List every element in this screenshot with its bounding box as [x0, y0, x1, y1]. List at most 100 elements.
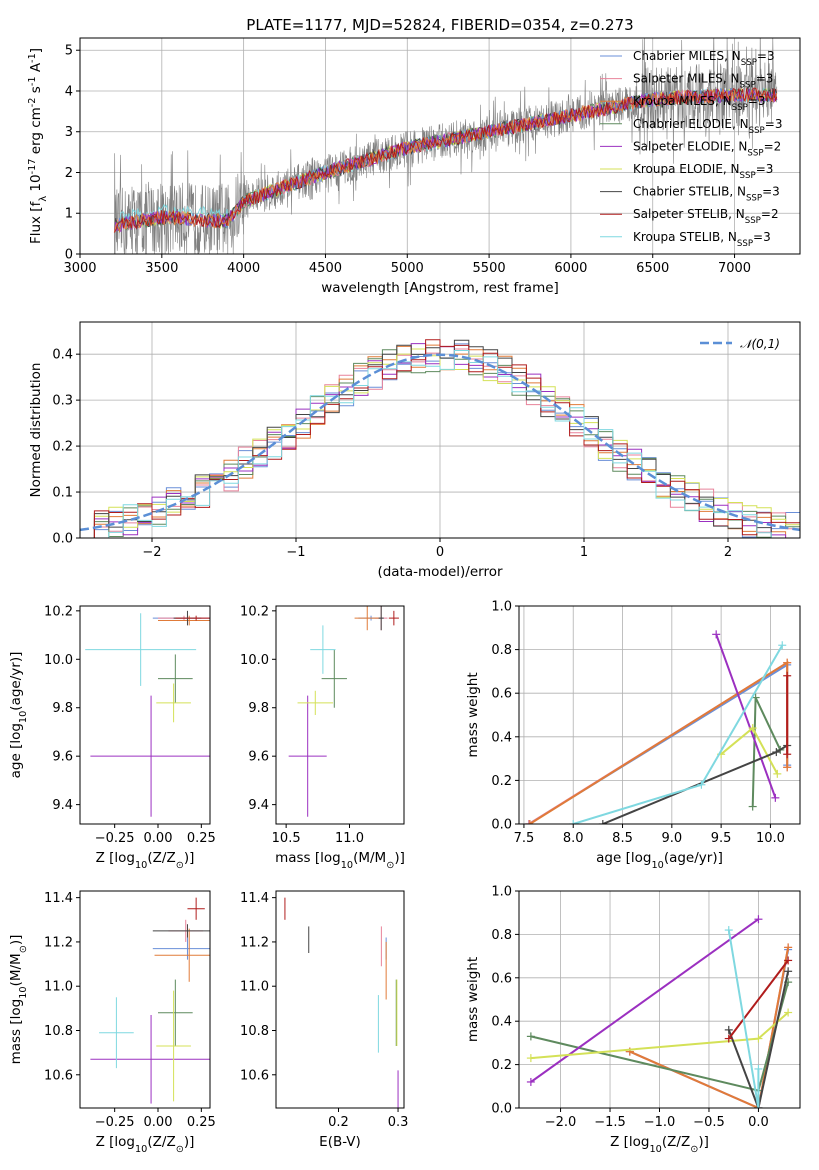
- weight-marker: [783, 658, 792, 667]
- weight-marker: [754, 915, 763, 924]
- y-tick-label: 4: [65, 84, 73, 99]
- weight-marker: [748, 802, 757, 811]
- panel-weight_vs_age: 7.5 8.0 8.5 9.0 9.5 10.0 0.0 0.2 0.4 0.6 0.8 1.0 age…: [465, 600, 801, 871]
- y-tick-label: 10.0: [44, 653, 73, 668]
- y-tick-label: 0.0: [491, 818, 512, 833]
- x-tick-label: 9.0: [661, 831, 682, 846]
- y-tick-label: 9.6: [248, 750, 269, 765]
- legend: Chabrier MILES, NSSP=3 Salpeter MILES, NS…: [600, 49, 782, 249]
- y-tick-label: 0.8: [491, 643, 512, 658]
- error-bar-point: [388, 610, 399, 626]
- weight-marker: [783, 750, 792, 759]
- axes-frame: [79, 605, 211, 825]
- gaussian-curve: [80, 353, 800, 532]
- plot-area: [85, 610, 210, 817]
- x-axis-label: mass [log10(M/M⊙)]: [275, 850, 405, 871]
- legend-label: 𝒩(0,1): [740, 337, 780, 351]
- error-bar-point: [288, 695, 327, 817]
- plot-area: [80, 339, 800, 538]
- y-tick-label: 0.4: [491, 1015, 512, 1030]
- x-axis-label: (data-model)/error: [377, 564, 503, 580]
- x-tick-label: 6000: [554, 261, 587, 276]
- y-tick-label: 0.2: [491, 774, 512, 789]
- residual-histogram-8: [80, 350, 800, 538]
- legend-label: Kroupa ELODIE, NSSP=3: [633, 162, 773, 181]
- x-tick-label: 5000: [391, 261, 424, 276]
- plot-area: [526, 915, 793, 1108]
- x-tick-label: 6500: [636, 261, 669, 276]
- x-axis-label: age [log10(age/yr)]: [596, 850, 723, 871]
- x-axis-label: E(B-V): [319, 1134, 361, 1150]
- panel-weight_vs_z: −2.0 −1.5 −1.0 −0.5 0.0 0.0 0.2 0.4 0.6 0.8 1.0 Z […: [465, 885, 801, 1155]
- weight-line-8: [572, 644, 784, 824]
- legend-label: Kroupa STELIB, NSSP=3: [633, 230, 771, 249]
- y-tick-label: 10.2: [44, 604, 73, 619]
- error-bar-point: [154, 928, 210, 982]
- chart-title: PLATE=1177, MJD=52824, FIBERID=0354, z=0…: [246, 16, 633, 34]
- error-bar-point: [310, 625, 336, 674]
- weight-marker: [569, 820, 578, 824]
- y-tick-label: 10.0: [240, 653, 269, 668]
- axes-frame: [518, 605, 801, 825]
- x-tick-label: 0: [436, 545, 444, 560]
- weight-marker: [724, 926, 733, 935]
- weight-line-8: [727, 929, 760, 1108]
- y-tick-label: 10.2: [240, 604, 269, 619]
- y-tick-label: 1: [65, 207, 73, 222]
- y-axis-label: mass [log10(M/M⊙)]: [8, 935, 29, 1065]
- x-tick-label: 0.00: [144, 1115, 173, 1130]
- weight-marker: [525, 820, 534, 824]
- weight-marker: [784, 1008, 793, 1017]
- x-tick-label: 7.5: [514, 831, 535, 846]
- panel-age_vs_mass: 10.5 11.0 9.4 9.6 9.8 10.0 10.2 mass [log10(M/M…: [240, 604, 405, 870]
- error-bar-point: [90, 1015, 210, 1104]
- x-tick-label: 3500: [145, 261, 178, 276]
- y-tick-label: 1.0: [491, 600, 512, 615]
- panel-mass_vs_ebv: 0.2 0.3 10.6 10.8 11.0 11.2 11.4 E(B-V): [240, 890, 408, 1150]
- y-tick-label: 0.8: [491, 928, 512, 943]
- plot-area: [113, 38, 778, 254]
- weight-marker: [697, 780, 706, 789]
- x-tick-label: 0.00: [144, 831, 173, 846]
- x-tick-label: −0.5: [693, 1115, 725, 1130]
- panel-age_vs_z: −0.25 0.00 0.25 9.4 9.6 9.8 10.0 10.2 Z [log10(Z…: [8, 604, 216, 870]
- weight-line-6: [727, 971, 790, 1108]
- weight-marker: [724, 1025, 733, 1034]
- x-tick-label: 8.0: [563, 831, 584, 846]
- x-tick-label: −2: [142, 545, 161, 560]
- error-bar-point: [354, 606, 380, 631]
- x-tick-label: −0.25: [95, 1115, 135, 1130]
- weight-marker: [771, 793, 780, 802]
- y-axis-label: mass weight: [465, 672, 481, 757]
- weight-marker: [784, 956, 793, 965]
- legend-label: Chabrier STELIB, NSSP=3: [633, 185, 780, 204]
- panel-spectrum: 3000 3500 4000 4500 5000 5500 6000 6500 7000 0 1 2 3…: [27, 16, 801, 296]
- model-line-4: [113, 87, 778, 233]
- y-tick-label: 9.8: [52, 701, 73, 716]
- y-tick-label: 11.0: [44, 980, 73, 995]
- x-tick-label: 7000: [718, 261, 751, 276]
- observed-spectrum: [114, 38, 778, 254]
- y-tick-label: 11.2: [44, 935, 73, 950]
- y-tick-label: 0: [65, 248, 73, 263]
- weight-marker: [524, 820, 533, 824]
- x-tick-label: −2.0: [545, 1115, 577, 1130]
- error-bar-point: [378, 606, 384, 631]
- plot-area: [90, 897, 210, 1104]
- y-axis-label: age [log10(age/yr)]: [8, 652, 29, 779]
- y-tick-label: 11.4: [240, 891, 269, 906]
- model-line-6: [113, 87, 778, 233]
- axes-frame: [79, 890, 211, 1109]
- axes-frame: [275, 605, 405, 825]
- residual-histogram-6: [80, 339, 800, 538]
- x-tick-label: 5500: [473, 261, 506, 276]
- model-line-7: [114, 87, 778, 233]
- x-tick-label: 0.0: [748, 1115, 769, 1130]
- weight-line-2: [529, 660, 789, 824]
- weight-marker: [748, 724, 757, 733]
- x-tick-label: 10.0: [756, 831, 785, 846]
- weight-marker: [772, 748, 781, 757]
- error-bar-point: [158, 654, 193, 703]
- error-bar-point: [152, 937, 210, 960]
